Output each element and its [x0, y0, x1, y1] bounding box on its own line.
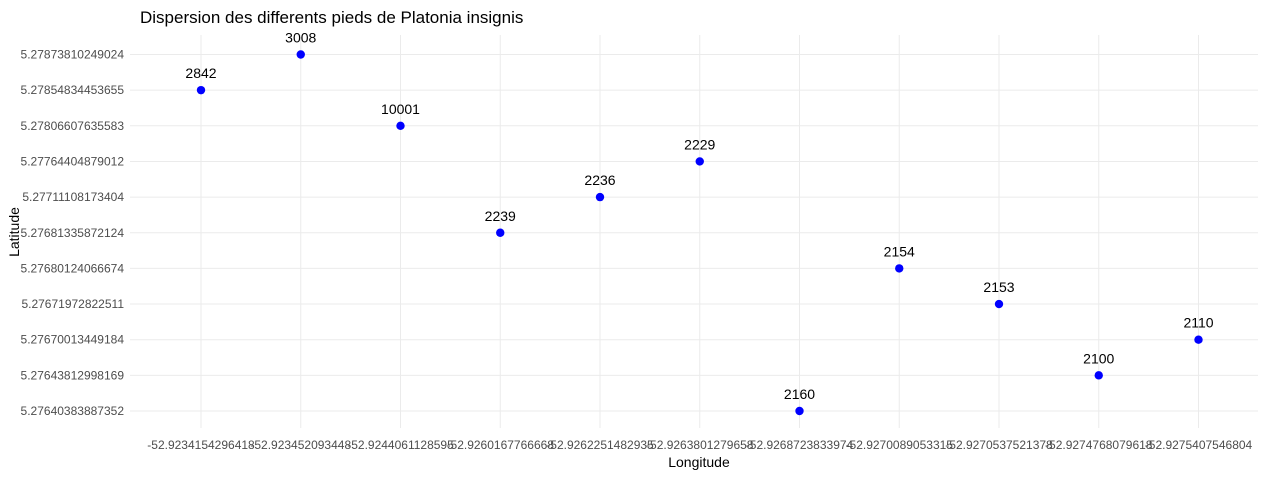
y-tick-label: 5.27643812998169 [21, 368, 125, 382]
y-tick-label: 5.27671972822511 [21, 297, 124, 311]
data-point [994, 299, 1004, 309]
data-label: 3008 [285, 30, 316, 46]
grid-lines [130, 35, 1258, 428]
x-tick-label: -52.9275407546804 [1145, 438, 1253, 452]
data-point [1094, 371, 1103, 380]
x-tick-label: -52.9270089053315 [846, 438, 954, 452]
data-label: 2236 [584, 172, 615, 188]
data-label: 2153 [983, 279, 1014, 295]
y-tick-label: 5.27640383887352 [21, 404, 125, 418]
data-point [795, 406, 804, 416]
y-tick-label: 5.27681335872124 [21, 226, 125, 240]
data-label: 2239 [485, 208, 516, 224]
data-point [396, 121, 405, 130]
data-points [196, 50, 1203, 416]
data-label: 2160 [784, 386, 815, 402]
x-tick-label: -52.9274768079618 [1045, 438, 1153, 452]
x-tick-label: -52.9260167766668 [447, 438, 555, 452]
y-tick-label: 5.27873810249024 [21, 48, 125, 62]
data-point [595, 192, 605, 202]
data-labels: 2842 3008 10001 2239 2236 2229 2160 2154 2153 210… [185, 30, 1213, 403]
y-tick-label: 5.27854834453655 [21, 83, 125, 97]
data-label: 2110 [1183, 315, 1213, 331]
y-tick-label: 5.27806607635583 [21, 119, 125, 133]
x-tick-label: -52.923452093448 [250, 438, 351, 452]
x-tick-label: -52.9244061128595 [347, 438, 454, 452]
x-axis-ticks: -52.9234154296418-52.923452093448-52.924… [147, 438, 1252, 452]
x-tick-label: -52.9268723833974 [746, 438, 854, 452]
data-point [895, 264, 904, 273]
y-tick-label: 5.27711108173404 [22, 190, 124, 204]
data-label: 2229 [684, 136, 715, 152]
data-point [1194, 335, 1203, 344]
x-axis-title: Longitude [668, 454, 730, 470]
x-tick-label: -52.9234154296418 [147, 438, 255, 452]
y-tick-label: 5.27764404879012 [21, 154, 125, 168]
y-tick-label: 5.27670013449184 [21, 333, 125, 347]
data-label: 2100 [1083, 350, 1114, 366]
x-tick-label: -52.9262251482935 [546, 438, 654, 452]
data-point [496, 228, 505, 237]
data-point [695, 157, 704, 166]
y-axis-title: Latitude [6, 207, 22, 257]
data-point [296, 50, 305, 59]
y-axis-ticks: 5.27640383887352 5.27643812998169 5.276700… [21, 48, 125, 419]
data-label: 2842 [185, 65, 216, 81]
data-point [196, 85, 206, 95]
data-label: 2154 [884, 243, 915, 259]
x-tick-label: -52.9270537521378 [945, 438, 1053, 452]
data-label: 10001 [381, 101, 420, 117]
chart-title: Dispersion des differents pieds de Plato… [140, 8, 523, 27]
y-tick-label: 5.27680124066674 [21, 261, 125, 275]
x-tick-label: -52.9263801279658 [646, 438, 754, 452]
